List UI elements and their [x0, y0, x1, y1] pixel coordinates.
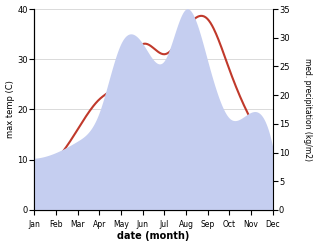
- X-axis label: date (month): date (month): [117, 231, 190, 242]
- Y-axis label: med. precipitation (kg/m2): med. precipitation (kg/m2): [303, 58, 313, 161]
- Y-axis label: max temp (C): max temp (C): [5, 81, 15, 138]
